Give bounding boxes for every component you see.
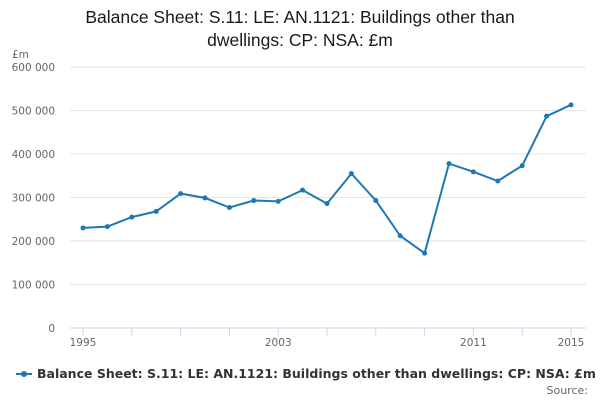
data-point-2006: [348, 171, 354, 177]
data-point-2012: [495, 178, 501, 184]
gridlines: [70, 66, 586, 285]
x-axis-ticks: 1995 2003 2011 2015: [70, 328, 585, 349]
chart-title: Balance Sheet: S.11: LE: AN.1121: Buildi…: [0, 6, 600, 52]
data-point-2015: [568, 102, 574, 108]
x-tick-label-2003: 2003: [265, 337, 292, 349]
y-axis-unit-label: £m: [12, 49, 29, 61]
y-tick-label-0: 0: [48, 323, 55, 335]
x-tick-label-2015: 2015: [558, 337, 585, 349]
y-tick-label-1: 100 000: [12, 280, 55, 292]
series-points: [80, 102, 574, 256]
chart-title-line-2: dwellings: CP: NSA: £m: [207, 30, 393, 50]
data-point-1995: [80, 225, 86, 231]
data-point-2005: [324, 201, 330, 207]
data-point-2009: [422, 250, 428, 256]
data-point-2013: [519, 163, 525, 169]
data-point-1998: [153, 208, 159, 214]
y-tick-label-4: 400 000: [12, 149, 55, 161]
y-tick-label-3: 300 000: [12, 193, 55, 205]
data-point-1997: [129, 214, 135, 220]
chart-title-line-1: Balance Sheet: S.11: LE: AN.1121: Buildi…: [85, 7, 515, 27]
data-point-2002: [251, 198, 257, 204]
data-point-2008: [397, 233, 403, 239]
source-label: Source:: [546, 384, 589, 397]
legend-swatch-icon: [16, 370, 32, 377]
legend[interactable]: Balance Sheet: S.11: LE: AN.1121: Buildi…: [16, 366, 596, 381]
data-point-2014: [544, 113, 550, 119]
data-point-1999: [178, 191, 184, 197]
data-point-2010: [446, 161, 452, 167]
data-point-2007: [373, 198, 379, 204]
x-tick-label-2011: 2011: [460, 337, 487, 349]
data-point-1996: [104, 224, 110, 230]
data-point-2004: [300, 187, 306, 193]
y-tick-label-2: 200 000: [12, 236, 55, 248]
data-point-2003: [275, 198, 281, 204]
legend-label: Balance Sheet: S.11: LE: AN.1121: Buildi…: [37, 366, 596, 381]
y-axis-tick-labels: 0 100 000 200 000 300 000 400 000 500 000 600 …: [12, 62, 55, 335]
x-tick-label-1995: 1995: [70, 337, 97, 349]
data-point-2011: [470, 169, 476, 175]
data-point-2001: [226, 205, 232, 211]
y-tick-label-6: 600 000: [12, 62, 55, 74]
y-tick-label-5: 500 000: [12, 106, 55, 118]
data-point-2000: [202, 195, 208, 201]
